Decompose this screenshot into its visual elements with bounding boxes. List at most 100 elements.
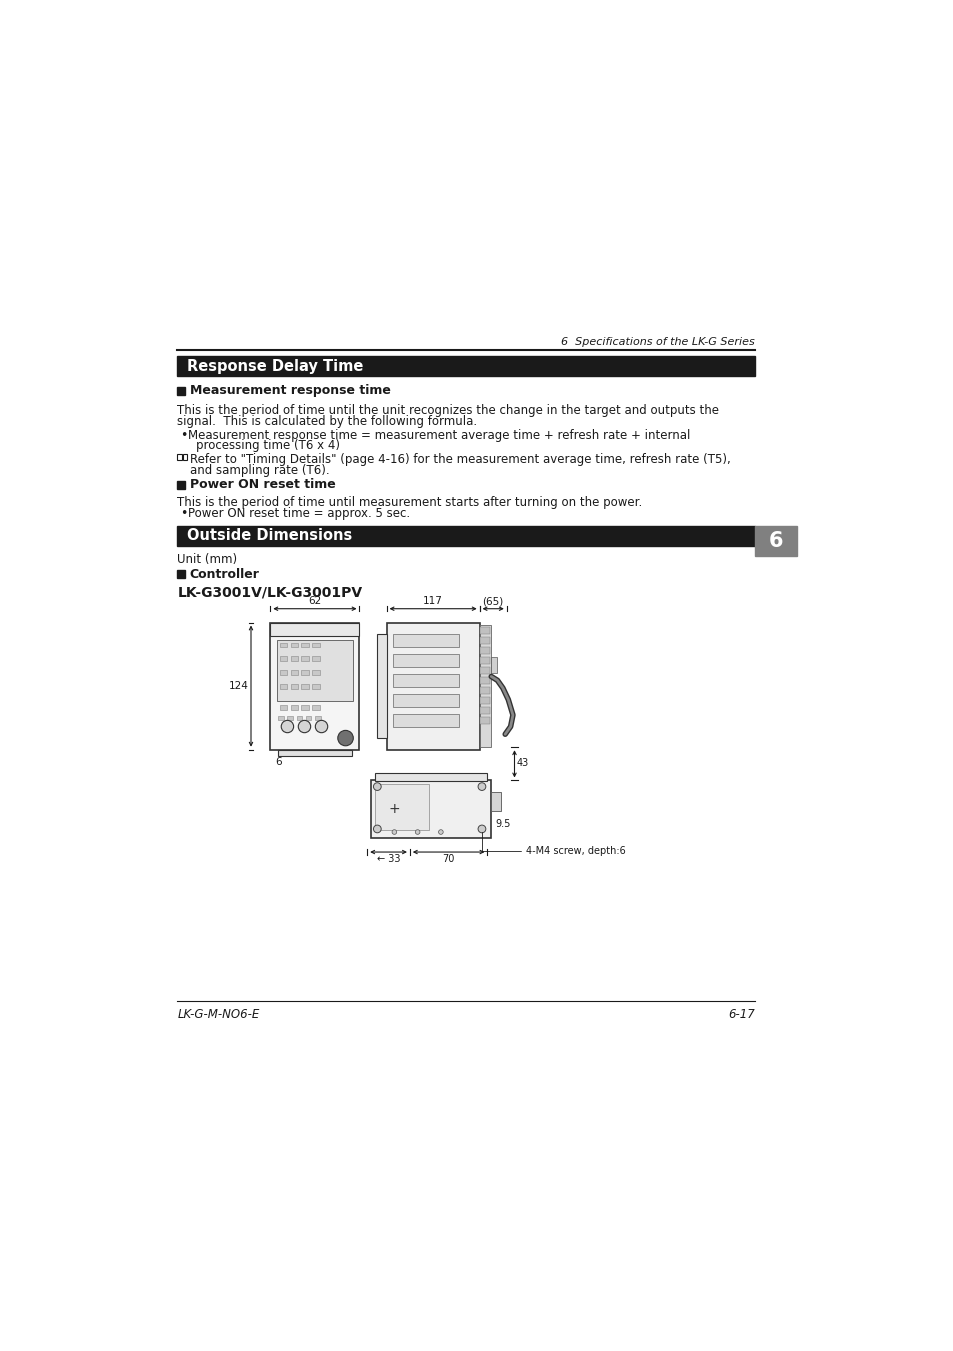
Text: ← 33: ← 33 (376, 854, 400, 865)
Text: Power ON reset time = approx. 5 sec.: Power ON reset time = approx. 5 sec. (188, 507, 410, 520)
Text: Response Delay Time: Response Delay Time (187, 358, 363, 374)
Bar (270, 623, 359, 636)
Bar (480, 708, 490, 715)
Bar (371, 781, 491, 838)
Bar (177, 570, 185, 578)
Bar (491, 657, 497, 673)
Bar (296, 716, 302, 720)
Bar (177, 454, 182, 461)
Circle shape (373, 782, 381, 790)
Text: +: + (388, 802, 399, 816)
Text: Unit (mm): Unit (mm) (177, 554, 237, 566)
Text: 6: 6 (274, 758, 281, 767)
Text: 124: 124 (229, 681, 249, 692)
Bar (291, 643, 298, 647)
Bar (301, 705, 309, 709)
Circle shape (477, 825, 485, 832)
Circle shape (438, 830, 443, 835)
Text: LK-G3001V/LK-G3001PV: LK-G3001V/LK-G3001PV (177, 585, 362, 600)
Bar (393, 634, 458, 647)
Text: •: • (180, 507, 188, 520)
Bar (279, 657, 287, 661)
Text: processing time (T6 x 4): processing time (T6 x 4) (195, 439, 339, 453)
Bar (276, 639, 353, 701)
Text: Power ON reset time: Power ON reset time (190, 478, 335, 492)
Bar (480, 677, 490, 684)
Bar (480, 688, 490, 694)
Bar (375, 773, 487, 781)
Bar (279, 670, 287, 676)
Bar (279, 684, 287, 689)
Bar (315, 716, 320, 720)
Bar (375, 785, 429, 831)
Text: Outside Dimensions: Outside Dimensions (187, 528, 352, 543)
Bar (183, 454, 187, 461)
Bar (279, 643, 287, 647)
Bar (177, 526, 754, 546)
Bar (754, 526, 797, 557)
Bar (312, 657, 319, 661)
Text: and sampling rate (T6).: and sampling rate (T6). (190, 463, 329, 477)
Bar (306, 716, 311, 720)
Circle shape (281, 720, 294, 732)
Text: (65): (65) (482, 596, 503, 607)
Text: LK-G-M-NO6-E: LK-G-M-NO6-E (177, 1008, 259, 1020)
Circle shape (392, 830, 396, 835)
Bar (312, 684, 319, 689)
Bar (270, 623, 359, 750)
Text: 6  Specifications of the LK-G Series: 6 Specifications of the LK-G Series (560, 336, 754, 347)
Circle shape (298, 720, 311, 732)
Bar (301, 670, 309, 676)
Text: This is the period of time until measurement starts after turning on the power.: This is the period of time until measure… (177, 496, 642, 509)
Text: 9.5: 9.5 (495, 819, 510, 830)
Text: 4-M4 screw, depth:6: 4-M4 screw, depth:6 (481, 832, 625, 857)
Text: Measurement response time = measurement average time + refresh rate + internal: Measurement response time = measurement … (188, 428, 690, 442)
Bar (480, 717, 490, 724)
Text: This is the period of time until the unit recognizes the change in the target an: This is the period of time until the uni… (177, 404, 719, 417)
Bar (287, 716, 293, 720)
Bar (393, 654, 458, 667)
Bar (312, 643, 319, 647)
Bar (291, 670, 298, 676)
Bar (291, 657, 298, 661)
Text: Controller: Controller (190, 567, 259, 581)
Bar (480, 657, 490, 665)
Bar (491, 792, 500, 811)
Bar (278, 750, 352, 755)
Bar (393, 715, 458, 727)
Bar (480, 647, 490, 654)
Bar (480, 638, 490, 644)
Bar (301, 643, 309, 647)
Circle shape (373, 825, 381, 832)
Bar (480, 667, 490, 674)
Text: 43: 43 (517, 758, 529, 769)
Bar (301, 684, 309, 689)
Text: signal.  This is calculated by the following formula.: signal. This is calculated by the follow… (177, 415, 477, 428)
Text: 117: 117 (423, 596, 442, 607)
Text: 6: 6 (767, 531, 782, 551)
Text: 6-17: 6-17 (727, 1008, 754, 1020)
Text: 70: 70 (442, 854, 455, 865)
Text: •: • (180, 428, 188, 442)
Bar (480, 627, 490, 634)
Bar (291, 684, 298, 689)
Text: Measurement response time: Measurement response time (190, 384, 390, 397)
Circle shape (477, 782, 485, 790)
Bar (301, 657, 309, 661)
Bar (291, 705, 298, 709)
Bar (386, 623, 479, 750)
Bar (393, 694, 458, 708)
Circle shape (337, 731, 353, 746)
Bar (312, 705, 319, 709)
Circle shape (315, 720, 328, 732)
Bar (479, 626, 491, 747)
Bar (279, 705, 287, 709)
Circle shape (415, 830, 419, 835)
Bar (377, 634, 387, 738)
Bar (312, 670, 319, 676)
Text: 62: 62 (308, 596, 321, 607)
Bar (278, 716, 283, 720)
Bar (393, 674, 458, 688)
Bar (177, 357, 754, 376)
Bar (480, 697, 490, 704)
